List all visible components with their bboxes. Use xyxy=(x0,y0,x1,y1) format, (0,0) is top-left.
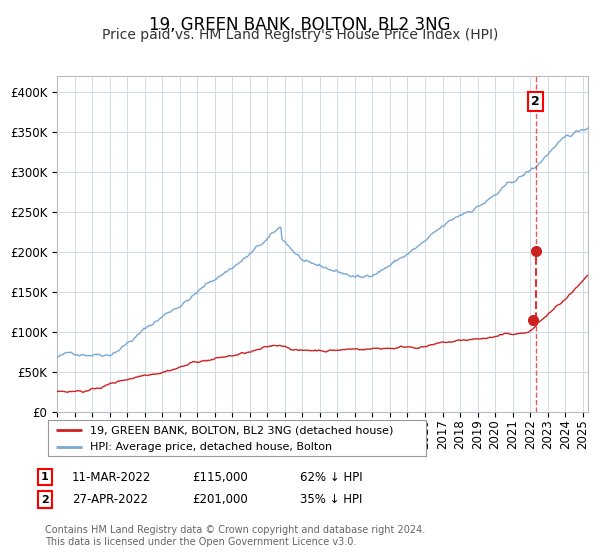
Text: 35% ↓ HPI: 35% ↓ HPI xyxy=(300,493,362,506)
Text: £115,000: £115,000 xyxy=(192,470,248,484)
Text: Price paid vs. HM Land Registry's House Price Index (HPI): Price paid vs. HM Land Registry's House … xyxy=(102,28,498,42)
Text: 1: 1 xyxy=(41,472,49,482)
Text: £201,000: £201,000 xyxy=(192,493,248,506)
Text: HPI: Average price, detached house, Bolton: HPI: Average price, detached house, Bolt… xyxy=(89,442,332,452)
Text: 2: 2 xyxy=(41,494,49,505)
Text: 27-APR-2022: 27-APR-2022 xyxy=(72,493,148,506)
Text: 19, GREEN BANK, BOLTON, BL2 3NG (detached house): 19, GREEN BANK, BOLTON, BL2 3NG (detache… xyxy=(89,425,393,435)
Text: 62% ↓ HPI: 62% ↓ HPI xyxy=(300,470,362,484)
Text: 19, GREEN BANK, BOLTON, BL2 3NG: 19, GREEN BANK, BOLTON, BL2 3NG xyxy=(149,16,451,34)
Text: 2: 2 xyxy=(532,95,540,108)
Text: 11-MAR-2022: 11-MAR-2022 xyxy=(72,470,151,484)
Text: Contains HM Land Registry data © Crown copyright and database right 2024.
This d: Contains HM Land Registry data © Crown c… xyxy=(45,525,425,547)
